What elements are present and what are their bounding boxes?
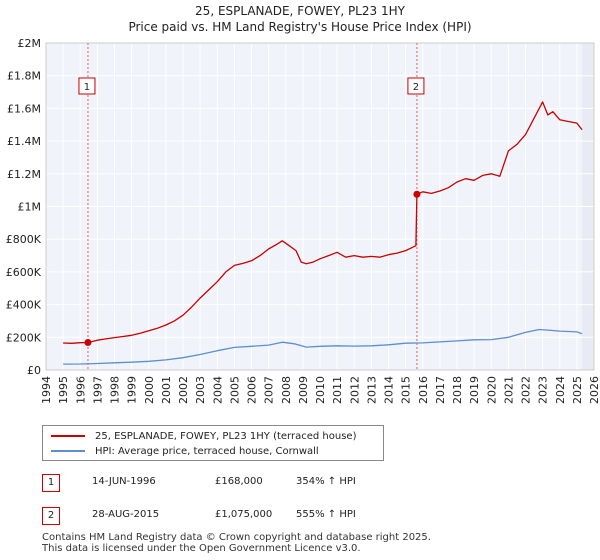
x-tick-label: 2019 [468, 376, 481, 404]
x-tick-label: 2011 [331, 376, 344, 404]
sale-label: 1 [84, 82, 90, 93]
y-tick-label: £200K [6, 331, 42, 344]
x-tick-label: 2024 [554, 376, 567, 404]
sale-label-box [407, 77, 425, 95]
sale-row: 1 14-JUN-1996 £168,000 354% ↑ HPI [0, 474, 600, 492]
x-tick-label: 1997 [91, 376, 104, 404]
x-tick-label: 2013 [365, 376, 378, 404]
sale-price: £1,075,000 [215, 509, 273, 520]
x-tick-label: 2021 [502, 376, 515, 404]
x-tick-label: 2008 [280, 376, 293, 404]
x-tick-label: 2026 [588, 376, 600, 404]
y-tick-label: £400K [6, 299, 42, 312]
x-tick-label: 2006 [246, 376, 259, 404]
sale-number-badge: 1 [42, 474, 60, 492]
x-tick-label: 1996 [74, 376, 87, 404]
footer-line-2: This data is licensed under the Open Gov… [42, 543, 361, 554]
y-tick-label: £1.2M [7, 168, 41, 181]
y-tick-label: £1.4M [7, 135, 41, 148]
x-tick-label: 2000 [143, 376, 156, 404]
price-chart: £0 £200K £400K £600K £800K £1M £1.2M £1.4M £1.6M… [6, 37, 600, 404]
x-tick-label: 2018 [451, 376, 464, 404]
legend-label-property: 25, ESPLANADE, FOWEY, PL23 1HY (terraced… [95, 430, 357, 442]
x-tick-label: 2025 [571, 376, 584, 404]
sale-price: £168,000 [215, 476, 263, 487]
sale-point [413, 190, 421, 198]
x-tick-label: 2001 [160, 376, 173, 404]
sale-number-badge: 2 [42, 507, 60, 525]
x-tick-label: 2020 [485, 376, 498, 404]
x-tick-label: 2010 [314, 376, 327, 404]
y-tick-label: £800K [6, 233, 42, 246]
x-tick-label: 1994 [40, 376, 53, 404]
x-tick-label: 2014 [383, 376, 396, 404]
y-tick-label: £1.8M [7, 70, 41, 83]
legend-swatch-hpi [51, 450, 85, 452]
chart-subtitle: Price paid vs. HM Land Registry's House … [128, 20, 472, 34]
y-tick-label: £1M [18, 201, 42, 214]
x-tick-label: 2015 [400, 376, 413, 404]
plot-border [45, 42, 595, 371]
y-tick-label: £600K [6, 266, 42, 279]
sale-date: 14-JUN-1996 [92, 476, 156, 487]
footer-line-1: Contains HM Land Registry data © Crown c… [42, 532, 431, 543]
x-tick-label: 2016 [417, 376, 430, 404]
footer-attribution: Contains HM Land Registry data © Crown c… [42, 532, 431, 554]
x-tick-label: 1998 [109, 376, 122, 404]
x-tick-label: 2002 [177, 376, 190, 404]
sale-hpi-change: 555% ↑ HPI [296, 509, 356, 520]
property-price-line [63, 101, 583, 344]
x-tick-label: 2017 [434, 376, 447, 404]
sale-date: 28-AUG-2015 [92, 509, 160, 520]
y-tick-label: £1.6M [7, 102, 41, 115]
x-tick-label: 2003 [194, 376, 207, 404]
sale-label: 2 [413, 82, 419, 93]
x-tick-label: 1999 [126, 376, 139, 404]
chart-title: 25, ESPLANADE, FOWEY, PL23 1HY [195, 4, 405, 18]
y-tick-label: £0 [27, 364, 41, 377]
legend-item-hpi: HPI: Average price, terraced house, Corn… [51, 444, 319, 458]
x-tick-label: 2012 [348, 376, 361, 404]
hpi-line [63, 328, 583, 365]
x-tick-label: 2009 [297, 376, 310, 404]
x-tick-label: 2022 [520, 376, 533, 404]
sale-point [84, 339, 92, 347]
x-tick-label: 2023 [537, 376, 550, 404]
y-tick-label: £2M [18, 37, 42, 50]
chart-legend: 25, ESPLANADE, FOWEY, PL23 1HY (terraced… [42, 425, 384, 461]
sale-label-box [78, 77, 96, 95]
x-tick-label: 1995 [57, 376, 70, 404]
x-tick-label: 2007 [263, 376, 276, 404]
legend-swatch-property [51, 435, 85, 437]
legend-label-hpi: HPI: Average price, terraced house, Corn… [95, 445, 319, 457]
x-tick-label: 2004 [211, 376, 224, 404]
x-tick-label: 2005 [228, 376, 241, 404]
sale-row: 2 28-AUG-2015 £1,075,000 555% ↑ HPI [0, 507, 600, 525]
legend-item-property: 25, ESPLANADE, FOWEY, PL23 1HY (terraced… [51, 429, 356, 443]
sale-hpi-change: 354% ↑ HPI [296, 476, 356, 487]
